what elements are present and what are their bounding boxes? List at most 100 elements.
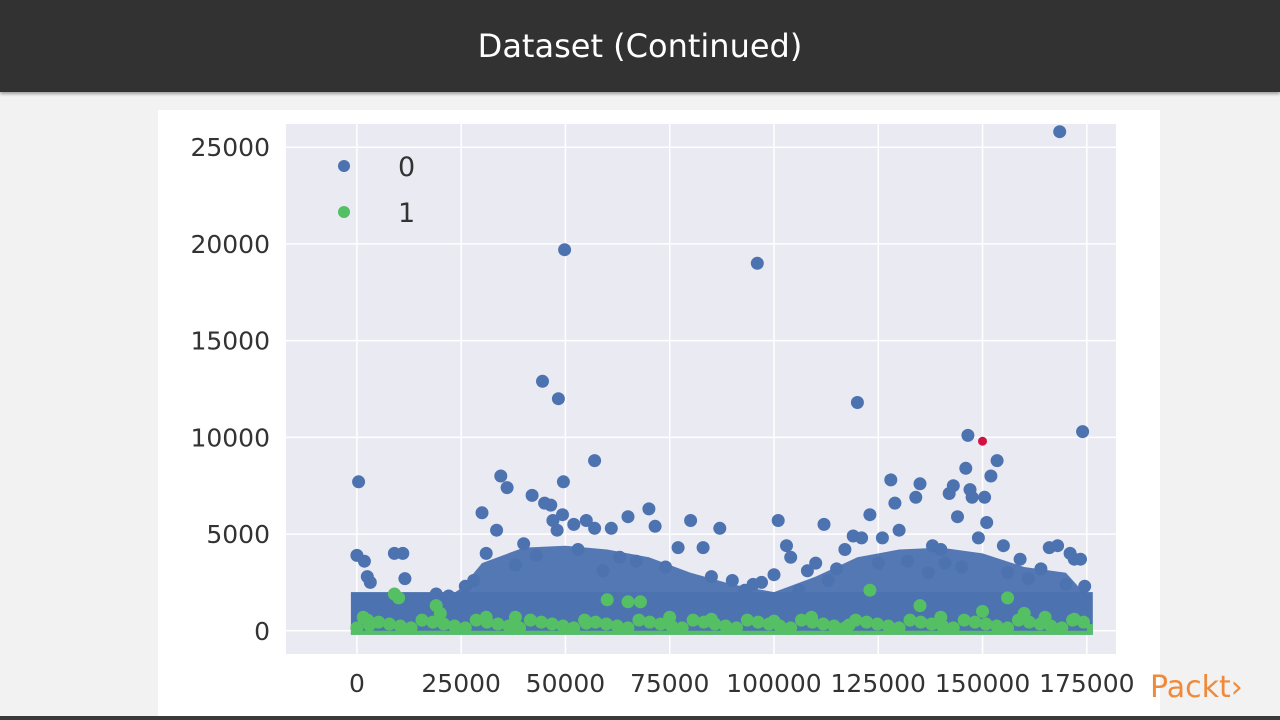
- series-1-point: [784, 621, 798, 635]
- series-1-point: [545, 617, 559, 631]
- series-0-point: [546, 514, 560, 527]
- series-1-point: [534, 615, 548, 629]
- series-0-point: [1076, 425, 1090, 439]
- series-1-point: [491, 617, 505, 631]
- series-1-point: [903, 613, 917, 627]
- series-0-point: [1059, 577, 1073, 591]
- series-0-point: [738, 583, 752, 597]
- bottom-divider: [0, 716, 1280, 720]
- legend-label-0: 0: [398, 152, 415, 183]
- series-0-point: [383, 601, 397, 615]
- series-1-point: [968, 615, 982, 629]
- series-1-point: [415, 613, 429, 627]
- series-0-point: [479, 546, 493, 560]
- series-0-point: [1034, 562, 1048, 576]
- series-0-point: [946, 479, 960, 493]
- series-0-point: [990, 454, 1004, 468]
- series-0-point: [494, 469, 508, 483]
- series-0-point: [571, 543, 585, 556]
- series-1-point: [392, 591, 406, 605]
- series-0-point: [398, 572, 412, 586]
- series-1-point: [382, 617, 396, 631]
- series-1-point: [719, 619, 733, 633]
- series-1-point: [849, 613, 863, 627]
- series-1-point: [881, 619, 895, 633]
- series-1-point: [863, 583, 877, 597]
- series-1-point: [523, 613, 537, 627]
- series-0-point: [978, 490, 992, 504]
- x-tick-label: 100000: [726, 669, 821, 698]
- series-0-point: [579, 514, 593, 527]
- series-1-point: [946, 621, 960, 635]
- series-0-point: [959, 461, 973, 475]
- series-0-point: [396, 546, 410, 560]
- series-1-point: [751, 615, 765, 629]
- x-tick-label: 50000: [526, 669, 606, 698]
- series-1-point: [621, 621, 635, 635]
- series-1-point: [740, 613, 754, 627]
- series-1-point: [404, 621, 418, 635]
- series-0-point: [556, 508, 569, 522]
- series-1-point: [621, 595, 635, 609]
- series-1-point: [589, 615, 602, 629]
- series-1-point: [469, 613, 483, 627]
- legend: 0 1: [338, 152, 415, 229]
- series-0-point: [525, 488, 539, 502]
- y-tick-label: 5000: [206, 520, 270, 549]
- series-1-point: [990, 619, 1004, 633]
- slide-title-bar: Dataset (Continued): [0, 0, 1280, 92]
- series-0-point: [821, 574, 835, 587]
- y-tick-label: 20000: [190, 230, 270, 259]
- series-0-point: [850, 396, 864, 409]
- series-0-point: [567, 517, 581, 531]
- packt-logo: Packt›: [1150, 670, 1243, 705]
- series-1-point: [708, 617, 722, 631]
- series-1-point: [448, 619, 461, 633]
- series-0-point: [888, 496, 902, 510]
- series-1-point: [762, 617, 776, 631]
- series-1-point: [805, 615, 819, 629]
- series-0-point: [971, 531, 985, 545]
- series-0-point: [863, 508, 877, 522]
- series-0-point: [792, 583, 806, 597]
- series-0-points: [350, 125, 1092, 615]
- series-0-point: [755, 575, 768, 589]
- series-0-point: [442, 589, 456, 603]
- series-0-point: [938, 556, 952, 570]
- series-1-point: [686, 613, 700, 627]
- scatter-chart: 0 25000 50000 75000 100000 125000 150000 175000…: [190, 124, 1135, 698]
- series-0-point: [909, 490, 923, 504]
- series-0-point: [934, 543, 948, 556]
- series-0-point: [648, 519, 662, 533]
- series-0-point: [780, 539, 793, 553]
- highlight-point: [978, 436, 987, 446]
- series-1-point: [913, 599, 927, 613]
- series-1-point: [1022, 615, 1036, 629]
- series-0-point: [771, 514, 785, 527]
- series-0-point: [467, 574, 481, 587]
- series-1-point: [578, 613, 592, 627]
- series-1-point: [1066, 613, 1080, 627]
- series-1-point: [426, 615, 440, 629]
- series-1-point: [600, 593, 614, 607]
- x-tick-label: 125000: [831, 669, 926, 698]
- series-0-point: [1001, 566, 1015, 580]
- series-0-point: [980, 516, 994, 529]
- series-0-point: [1078, 579, 1092, 593]
- series-0-point: [830, 562, 844, 576]
- y-tick-label: 10000: [190, 423, 270, 452]
- legend-marker-0: [338, 160, 350, 172]
- series-0-point: [800, 564, 814, 578]
- series-0-dense-mass: [356, 545, 1087, 631]
- series-1-point: [870, 617, 884, 631]
- series-0-point: [613, 550, 627, 564]
- series-1-point: [372, 615, 386, 629]
- series-0-point: [588, 521, 602, 535]
- slide-title: Dataset (Continued): [477, 27, 803, 65]
- series-0-point: [984, 469, 998, 483]
- series-0-point: [371, 595, 385, 609]
- series-1-point: [675, 621, 689, 635]
- series-1-point: [556, 619, 570, 633]
- series-0-point: [951, 510, 964, 524]
- series-1-point: [773, 619, 787, 633]
